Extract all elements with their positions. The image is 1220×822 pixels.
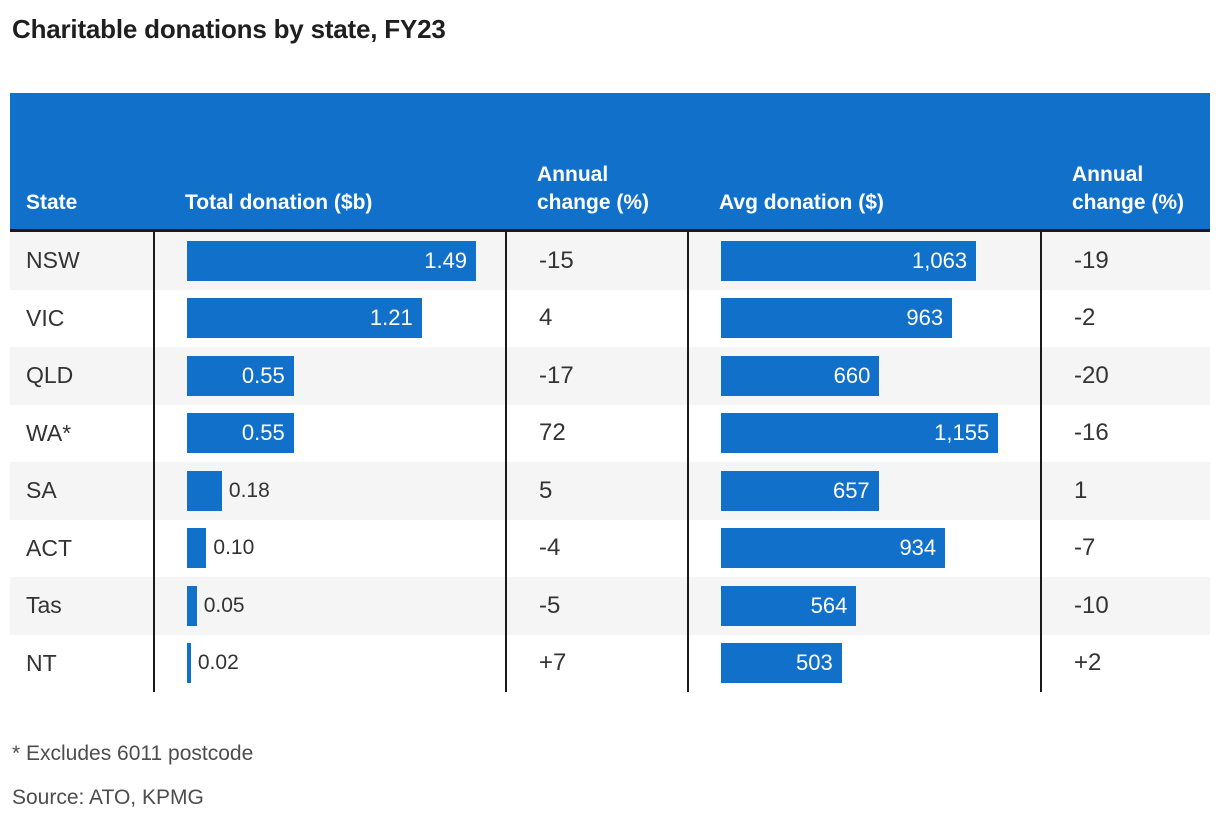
total-donation-cell: 0.55 bbox=[153, 404, 505, 462]
table-row-nt: NT 0.02 +7 503 +2 bbox=[10, 634, 1210, 692]
chart-title: Charitable donations by state, FY23 bbox=[12, 14, 446, 44]
avg-donation-bar: 963 bbox=[721, 298, 953, 339]
source-note: Source: ATO, KPMG bbox=[12, 786, 204, 809]
avg-change-value: -16 bbox=[1040, 404, 1210, 462]
avg-donation-cell: 1,063 bbox=[687, 232, 1040, 290]
total-donation-bar: 0.55 bbox=[187, 355, 294, 396]
total-donation-bar: 1.49 bbox=[187, 240, 477, 281]
avg-donation-cell: 963 bbox=[687, 289, 1040, 347]
table-row-vic: VIC 1.21 4 963 -2 bbox=[10, 289, 1210, 347]
bar-value-label: 1.21 bbox=[369, 305, 413, 331]
avg-donation-cell: 564 bbox=[687, 577, 1040, 635]
total-donation-bar: 0.18 bbox=[187, 470, 270, 511]
bar-value-label: 660 bbox=[833, 362, 871, 388]
table-row-tas: Tas 0.05 -5 564 -10 bbox=[10, 577, 1210, 635]
total-change-value: 72 bbox=[505, 404, 687, 462]
total-donation-cell: 0.10 bbox=[153, 519, 505, 577]
avg-change-value: -20 bbox=[1040, 347, 1210, 405]
table-header-row: State Total donation ($b) Annual change … bbox=[10, 93, 1210, 232]
total-donation-bar: 0.05 bbox=[187, 585, 245, 626]
avg-donation-bar: 660 bbox=[721, 355, 880, 396]
total-change-value: -17 bbox=[505, 347, 687, 405]
bar-value-label: 503 bbox=[796, 650, 833, 676]
table-row-qld: QLD 0.55 -17 660 -20 bbox=[10, 347, 1210, 405]
bar-value-label: 1,155 bbox=[934, 420, 990, 446]
total-change-value: 5 bbox=[505, 462, 687, 520]
state-label: ACT bbox=[26, 534, 72, 561]
state-label: SA bbox=[26, 477, 57, 504]
header-annual-change-avg: Annual change (%) bbox=[1072, 163, 1185, 214]
avg-donation-bar: 503 bbox=[721, 643, 842, 684]
avg-donation-bar: 934 bbox=[721, 528, 946, 569]
header-total-donation: Total donation ($b) bbox=[185, 190, 373, 214]
avg-donation-bar: 1,155 bbox=[721, 413, 999, 454]
table-row-sa: SA 0.18 5 657 1 bbox=[10, 462, 1210, 520]
bar-value-label: 0.55 bbox=[241, 420, 285, 446]
avg-donation-cell: 503 bbox=[687, 634, 1040, 692]
table-row-wa: WA* 0.55 72 1,155 -16 bbox=[10, 404, 1210, 462]
bar-value-label: 0.02 bbox=[197, 651, 239, 675]
avg-change-value: -2 bbox=[1040, 289, 1210, 347]
total-donation-bar: 0.02 bbox=[187, 643, 239, 684]
avg-change-value: -10 bbox=[1040, 577, 1210, 635]
total-change-value: 4 bbox=[505, 289, 687, 347]
bar-value-label: 0.05 bbox=[203, 593, 245, 617]
avg-change-value: -7 bbox=[1040, 519, 1210, 577]
total-donation-cell: 0.55 bbox=[153, 347, 505, 405]
avg-donation-cell: 934 bbox=[687, 519, 1040, 577]
avg-change-value: -19 bbox=[1040, 232, 1210, 290]
bar-value-label: 963 bbox=[906, 305, 944, 331]
avg-donation-bar: 564 bbox=[721, 585, 857, 626]
total-change-value: -4 bbox=[505, 519, 687, 577]
total-donation-bar: 1.21 bbox=[187, 298, 422, 339]
bar-value-label: 934 bbox=[899, 535, 937, 561]
avg-donation-cell: 657 bbox=[687, 462, 1040, 520]
state-label: NT bbox=[26, 649, 57, 676]
total-donation-cell: 1.49 bbox=[153, 232, 505, 290]
avg-change-value: 1 bbox=[1040, 462, 1210, 520]
header-avg-donation: Avg donation ($) bbox=[719, 190, 884, 214]
total-donation-bar: 0.55 bbox=[187, 413, 294, 454]
state-label: QLD bbox=[26, 362, 74, 389]
footnote-asterisk: * Excludes 6011 postcode bbox=[12, 742, 254, 765]
table-row-nsw: NSW 1.49 -15 1,063 -19 bbox=[10, 232, 1210, 290]
avg-donation-cell: 660 bbox=[687, 347, 1040, 405]
state-label: NSW bbox=[26, 247, 80, 274]
avg-donation-cell: 1,155 bbox=[687, 404, 1040, 462]
total-donation-cell: 0.18 bbox=[153, 462, 505, 520]
total-change-value: +7 bbox=[505, 634, 687, 692]
bar-value-label: 1,063 bbox=[912, 247, 968, 273]
bar-value-label: 657 bbox=[832, 477, 870, 503]
total-donation-cell: 1.21 bbox=[153, 289, 505, 347]
bar-value-label: 0.10 bbox=[213, 536, 255, 560]
state-label: WA* bbox=[26, 419, 72, 446]
donations-table: State Total donation ($b) Annual change … bbox=[10, 93, 1210, 692]
avg-donation-bar: 1,063 bbox=[721, 240, 977, 281]
total-donation-cell: 0.02 bbox=[153, 634, 505, 692]
avg-donation-bar: 657 bbox=[721, 470, 879, 511]
bar-value-label: 0.55 bbox=[241, 362, 285, 388]
bar-value-label: 564 bbox=[810, 592, 848, 618]
bar-value-label: 1.49 bbox=[424, 247, 468, 273]
table-row-act: ACT 0.10 -4 934 -7 bbox=[10, 519, 1210, 577]
bar-value-label: 0.18 bbox=[228, 478, 270, 502]
total-donation-bar: 0.10 bbox=[187, 528, 254, 569]
header-annual-change-total: Annual change (%) bbox=[537, 163, 650, 214]
total-donation-cell: 0.05 bbox=[153, 577, 505, 635]
state-label: VIC bbox=[26, 304, 65, 331]
total-change-value: -15 bbox=[505, 232, 687, 290]
total-change-value: -5 bbox=[505, 577, 687, 635]
state-label: Tas bbox=[26, 592, 62, 619]
header-state: State bbox=[26, 190, 78, 214]
avg-change-value: +2 bbox=[1040, 634, 1210, 692]
